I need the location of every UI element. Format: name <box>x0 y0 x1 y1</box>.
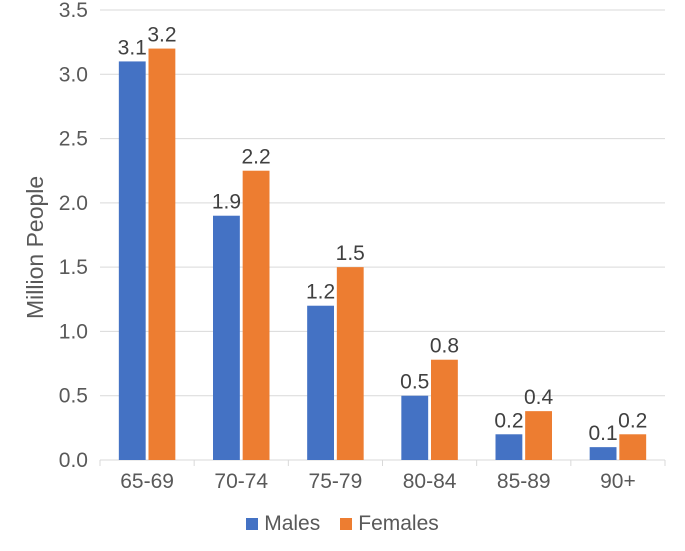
y-tick-label: 0.5 <box>59 385 88 408</box>
bar-value-label: 2.2 <box>241 146 270 169</box>
bar-value-label: 0.4 <box>524 386 554 409</box>
y-axis-title: Million People <box>22 176 49 319</box>
bar-value-label: 0.2 <box>618 409 647 432</box>
x-tick-label: 75-79 <box>309 470 363 493</box>
y-tick-label: 2.5 <box>59 128 88 151</box>
bar-males <box>119 61 146 460</box>
bar-value-label: 3.1 <box>118 36 147 59</box>
bar-males <box>590 447 617 460</box>
bar-females <box>337 267 364 460</box>
bar-value-label: 0.8 <box>430 335 459 358</box>
legend-item-males: Males <box>246 512 320 536</box>
bar-females <box>431 360 458 460</box>
bar-males <box>307 306 334 460</box>
bar-males <box>401 396 428 460</box>
y-tick-label: 3.5 <box>59 0 88 22</box>
bar-males <box>213 216 240 460</box>
y-tick-label: 3.0 <box>59 63 88 86</box>
bar-value-label: 1.2 <box>306 281 335 304</box>
bar-value-label: 3.2 <box>147 24 176 47</box>
legend: Males Females <box>0 512 685 536</box>
y-tick-label: 1.0 <box>59 320 88 343</box>
legend-swatch <box>246 518 258 530</box>
bar-value-label: 1.5 <box>336 242 365 265</box>
x-tick-label: 70-74 <box>214 470 268 493</box>
legend-label: Females <box>358 512 439 536</box>
x-tick-label: 80-84 <box>403 470 457 493</box>
x-tick-label: 90+ <box>600 470 636 493</box>
bar-value-label: 0.5 <box>400 371 429 394</box>
y-tick-label: 0.0 <box>59 449 88 472</box>
legend-swatch <box>340 518 352 530</box>
bar-value-label: 0.1 <box>588 422 617 445</box>
x-tick-label: 85-89 <box>497 470 551 493</box>
bar-males <box>496 434 523 460</box>
bar-value-label: 1.9 <box>212 191 241 214</box>
bar-value-label: 0.2 <box>494 409 523 432</box>
legend-label: Males <box>264 512 320 536</box>
bar-females <box>243 171 270 460</box>
bar-females <box>619 434 646 460</box>
y-tick-label: 1.5 <box>59 256 88 279</box>
chart-container: 0.0 0.5 1.0 1.5 2.0 2.5 3.0 3.5 65-69 70-74 75-79 8… <box>0 0 685 546</box>
x-tick-label: 65-69 <box>120 470 174 493</box>
bar-females <box>525 411 552 460</box>
bar-chart: 0.0 0.5 1.0 1.5 2.0 2.5 3.0 3.5 65-69 70-74 75-79 8… <box>0 0 685 546</box>
bar-females <box>148 49 175 460</box>
y-tick-label: 2.0 <box>59 192 88 215</box>
legend-item-females: Females <box>340 512 439 536</box>
